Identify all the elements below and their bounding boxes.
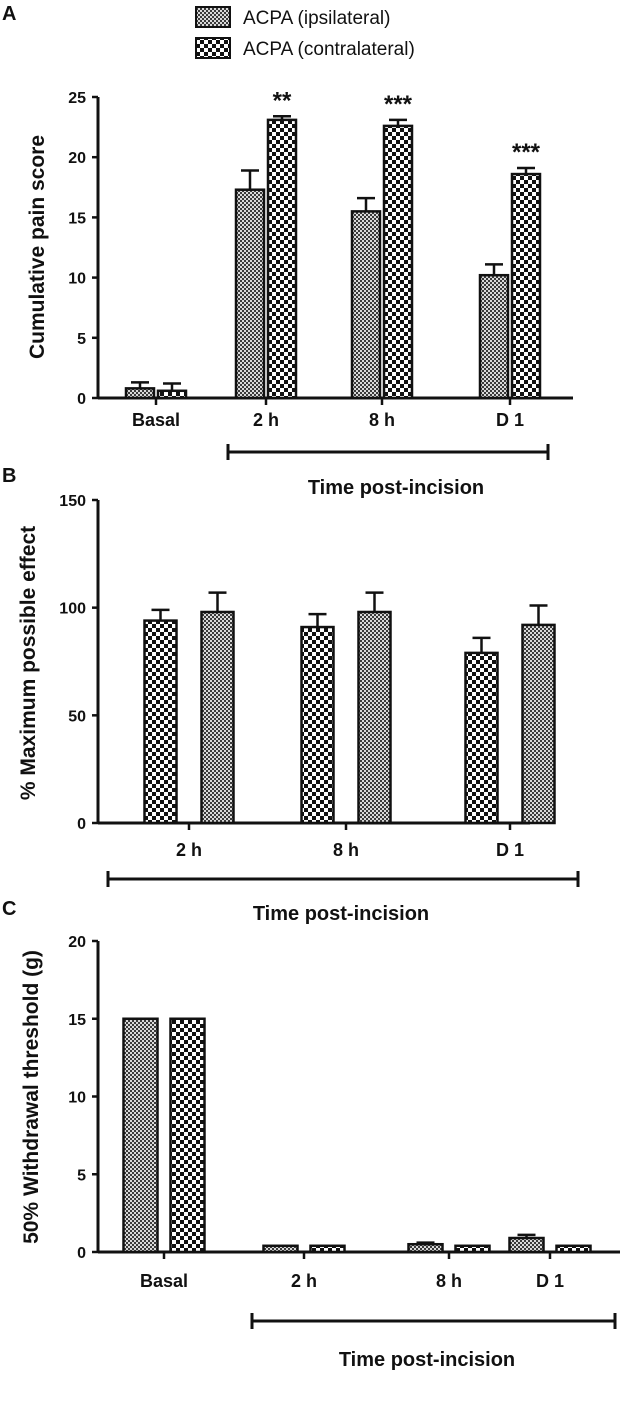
bar [309,1244,346,1254]
bar [266,118,298,400]
bar [521,623,556,825]
panel-letter: B [2,465,16,487]
bar [300,625,335,825]
x-category-label: 2 h [291,1271,317,1291]
bar [478,273,510,400]
x-category-label: D 1 [536,1271,564,1291]
bar [156,389,188,400]
x-category-label: 8 h [369,410,395,430]
x-category-label: 2 h [176,840,202,860]
y-tick-label: 0 [77,816,86,833]
bar [555,1244,592,1254]
panel-a: A 0 5 10 15 20 25 Cumulative pain score Basal 2 h… [2,3,573,499]
x-axis-label: Time post-incision [253,903,429,925]
x-category-label: 8 h [436,1271,462,1291]
y-tick-label: 50 [68,708,86,725]
y-tick-label: 20 [68,150,86,167]
significance-label: *** [384,91,413,118]
y-tick-label: 10 [68,1090,86,1107]
x-axis-label: Time post-incision [308,477,484,499]
y-tick-label: 15 [68,210,86,227]
bar [464,651,499,825]
y-tick-label: 20 [68,934,86,951]
legend-entry: ACPA (contralateral) [243,39,415,60]
legend-swatch [195,37,231,59]
bar [122,1017,159,1254]
x-category-label: Basal [140,1271,188,1291]
bar [357,610,392,825]
x-category-label: Basal [132,410,180,430]
bar [510,172,542,400]
x-category-label: D 1 [496,840,524,860]
panel-letter: A [2,3,16,25]
x-category-label: 2 h [253,410,279,430]
bar [350,210,382,400]
bar [454,1244,491,1254]
bar [234,188,266,400]
y-tick-label: 0 [77,1245,86,1262]
y-tick-label: 25 [68,90,86,107]
y-tick-label: 5 [77,1167,86,1184]
bar [143,619,178,825]
y-tick-label: 15 [68,1012,86,1029]
bar [382,124,414,400]
y-tick-label: 5 [77,331,86,348]
bar [508,1236,545,1254]
y-tick-label: 10 [68,271,86,288]
significance-label: ** [273,87,292,114]
y-tick-label: 150 [59,493,86,510]
y-tick-label: 100 [59,601,86,618]
x-category-label: 8 h [333,840,359,860]
panel-b: B 0 50 100 150 % Maximum possible effect 2 h 8 … [2,465,580,925]
legend-swatch [195,6,231,28]
x-axis-label: Time post-incision [339,1349,515,1371]
bar [124,387,156,400]
y-tick-label: 0 [77,391,86,408]
y-axis-label: 50% Withdrawal threshold (g) [20,950,43,1244]
y-axis-label: % Maximum possible effect [17,526,40,800]
panel-c: C 0 5 10 15 20 50% Withdrawal threshold (g) Bas… [2,898,620,1371]
bar [262,1244,299,1254]
significance-label: *** [512,139,541,166]
panel-letter: C [2,898,16,920]
bar [169,1017,206,1254]
legend: ACPA (ipsilateral) ACPA (contralateral) [195,6,415,60]
bar [407,1242,444,1254]
y-axis-label: Cumulative pain score [26,135,49,359]
bar [200,610,235,825]
x-category-label: D 1 [496,410,524,430]
legend-entry: ACPA (ipsilateral) [243,8,390,29]
